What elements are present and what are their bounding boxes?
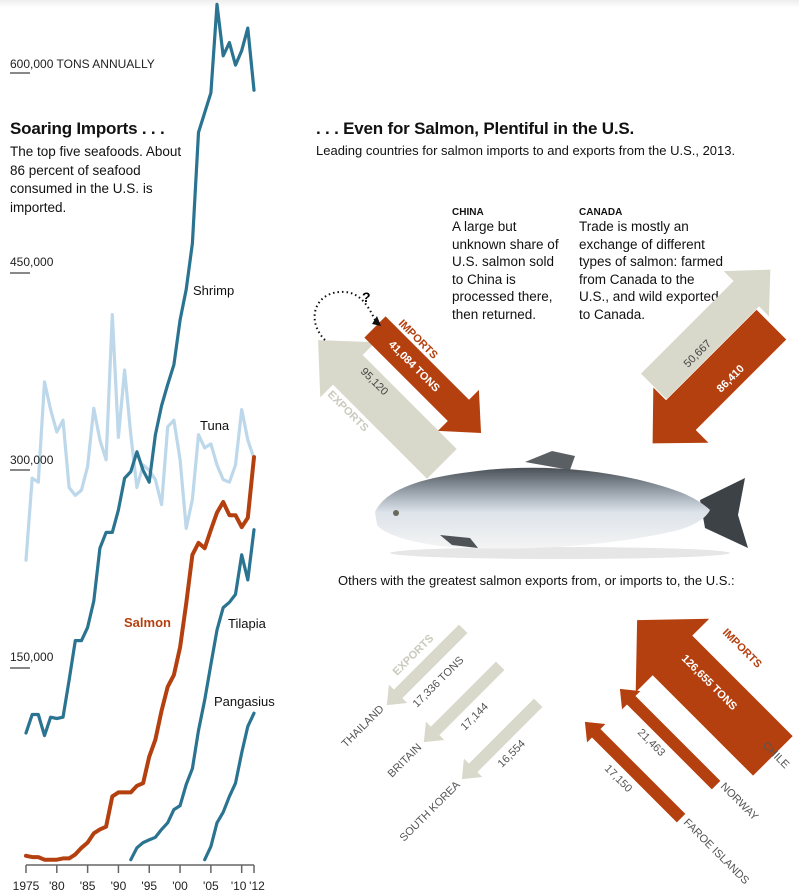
left-title: Soaring Imports . . .	[10, 119, 165, 138]
china-note-text: A large but unknown share of U.S. salmon…	[452, 219, 559, 322]
right-header: . . . Even for Salmon, Plentiful in the …	[316, 119, 796, 161]
x-tick-label: '00	[172, 879, 188, 893]
y-tick-600000	[10, 72, 30, 74]
y-tick-300000	[10, 469, 30, 471]
britain-label: BRITAIN	[386, 741, 425, 780]
series-label-salmon: Salmon	[124, 615, 171, 630]
x-tick-label: '80	[49, 879, 65, 893]
series-line-tilapia	[129, 528, 256, 862]
fish-dorsal-fin	[525, 451, 575, 470]
china-question-mark: ?	[362, 289, 371, 305]
canada-exports-arrow	[640, 269, 771, 400]
y-tick-label-300000: 300,000	[10, 453, 54, 467]
y-tick-450000	[10, 272, 30, 274]
right-title: . . . Even for Salmon, Plentiful in the …	[316, 119, 635, 138]
loop-arrowhead-icon	[372, 316, 381, 326]
series-line-pangasius	[203, 711, 256, 862]
china-note: CHINA A large but unknown share of U.S. …	[452, 207, 562, 323]
series-label-shrimp: Shrimp	[193, 283, 235, 298]
south-korea-label: SOUTH KOREA	[398, 779, 464, 845]
china-imports-arrow	[364, 316, 482, 434]
y-tick-label-450000: 450,000	[10, 255, 54, 269]
thailand-exports-arrow	[386, 624, 468, 706]
x-tick-label: '12	[249, 879, 265, 893]
fish-tail	[700, 478, 748, 548]
fish-body	[375, 467, 710, 549]
y-tick-label-600000: 600,000 TONS ANNUALLY	[10, 57, 155, 71]
x-tick-label: '90	[111, 879, 127, 893]
x-tick-label: '10	[231, 879, 247, 893]
seafood-imports-line-chart: 1975 '80 '85 '90 '95 '00 '05 '10'12	[13, 2, 265, 893]
canada-note-text: Trade is mostly an exchange of different…	[579, 219, 724, 322]
faroe-islands-imports-arrow	[584, 721, 686, 823]
series-line-salmon	[24, 455, 256, 862]
left-description: The top five seafoods. About 86 percent …	[10, 144, 182, 215]
canada-heading: CANADA	[579, 207, 623, 218]
fish-pectoral-fin	[440, 535, 478, 548]
china-heading: CHINA	[452, 207, 484, 218]
others-caption: Others with the greatest salmon exports …	[338, 573, 735, 588]
china-exports-arrow	[318, 340, 457, 479]
thailand-label: THAILAND	[340, 703, 387, 750]
norway-label: NORWAY	[718, 781, 761, 824]
faroe-islands-label: FAROE ISLANDS	[681, 817, 751, 887]
series-label-tuna: Tuna	[200, 418, 230, 433]
imports-label: IMPORTS	[720, 627, 764, 671]
canada-note: CANADA Trade is mostly an exchange of di…	[579, 207, 724, 323]
salmon-fish-image	[375, 451, 748, 559]
canada-imports-arrow	[652, 309, 787, 444]
fish-eye	[393, 510, 399, 516]
series-label-pangasius: Pangasius	[214, 694, 275, 709]
x-tick-label: '05	[203, 879, 219, 893]
y-tick-150000	[10, 667, 30, 669]
x-tick-label: '95	[141, 879, 157, 893]
south-korea-exports-arrow	[461, 698, 543, 780]
left-header: Soaring Imports . . . The top five seafo…	[10, 119, 200, 217]
norway-imports-arrow	[619, 688, 721, 790]
x-tick-label: '85	[80, 879, 96, 893]
top-edge	[0, 0, 799, 8]
britain-exports-arrow	[423, 661, 505, 743]
right-subtitle: Leading countries for salmon imports to …	[316, 143, 736, 158]
y-tick-label-150000: 150,000	[10, 650, 54, 664]
series-line-tuna	[24, 313, 256, 562]
x-tick-label: 1975	[13, 879, 40, 893]
chile-imports-arrow	[635, 618, 793, 776]
series-label-tilapia: Tilapia	[228, 616, 266, 631]
series-line-shrimp	[24, 2, 256, 738]
